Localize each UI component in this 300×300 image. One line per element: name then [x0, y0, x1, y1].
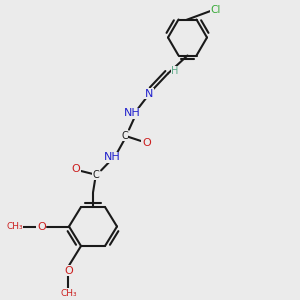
Text: O: O — [37, 221, 46, 232]
Text: CH₃: CH₃ — [60, 289, 77, 298]
Text: O: O — [142, 137, 151, 148]
Text: O: O — [64, 266, 73, 276]
Text: N: N — [145, 88, 153, 99]
Text: C: C — [121, 130, 128, 141]
Text: H: H — [171, 66, 178, 76]
Text: NH: NH — [103, 152, 120, 163]
Text: C: C — [92, 169, 99, 180]
Text: O: O — [71, 164, 80, 175]
Text: NH: NH — [124, 108, 140, 118]
Text: CH₃: CH₃ — [6, 222, 23, 231]
Text: Cl: Cl — [211, 4, 221, 15]
